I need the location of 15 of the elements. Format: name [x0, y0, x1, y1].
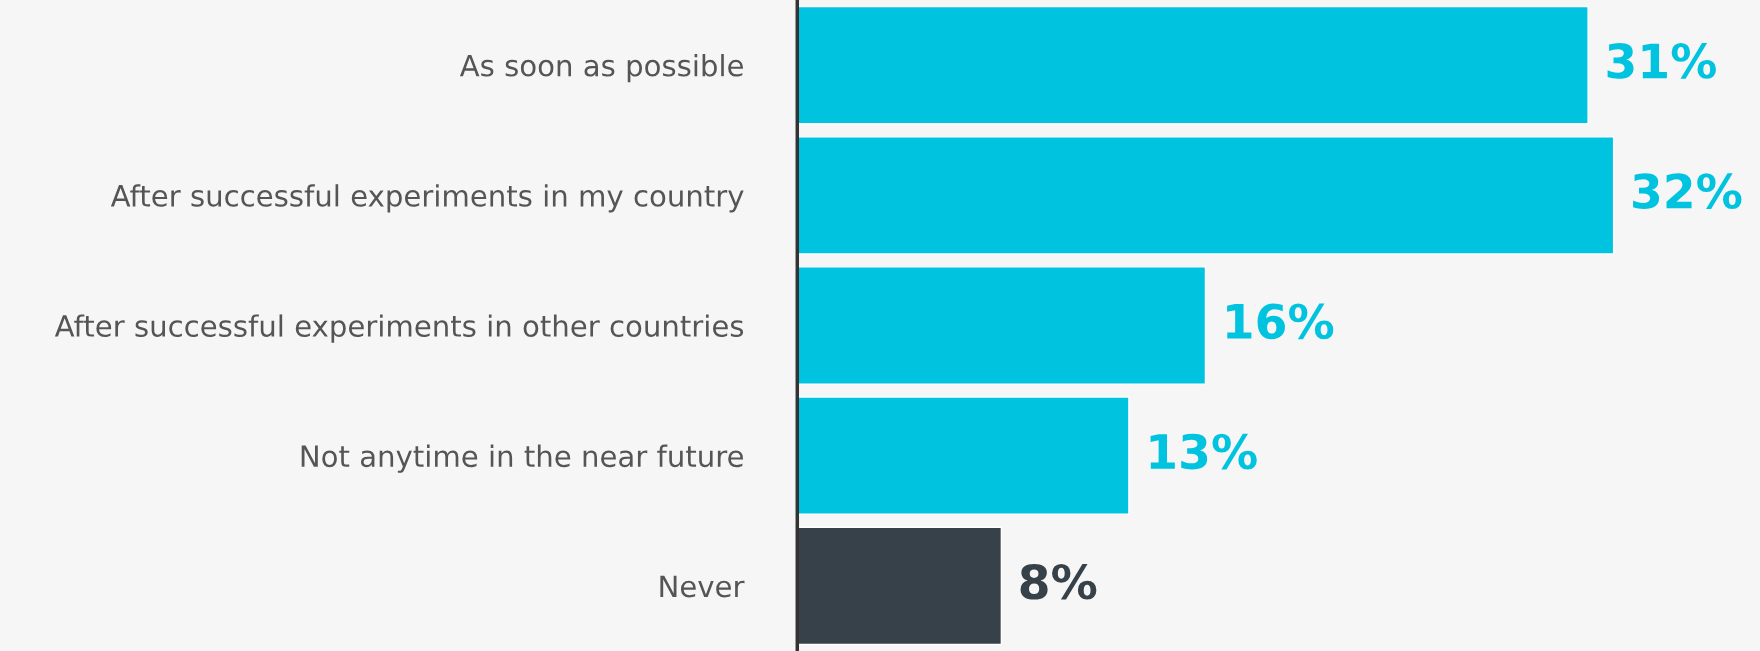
- bar: [797, 136, 1615, 255]
- data-label: 31%: [1607, 43, 1716, 79]
- y-tick-label: Not anytime in the near future: [301, 444, 743, 473]
- data-label: 8%: [1020, 563, 1097, 600]
- data-label: 13%: [1150, 433, 1257, 470]
- y-tick-label: After successful experiments in other countries: [54, 314, 744, 343]
- bar: [797, 5, 1589, 125]
- y-tick-label: As soon as possible: [459, 54, 743, 83]
- bar: [797, 526, 1003, 646]
- data-label: 16%: [1227, 303, 1334, 340]
- bar: [797, 396, 1130, 515]
- data-label: 32%: [1633, 173, 1742, 209]
- bar: [797, 266, 1207, 385]
- y-tick-label: After successful experiments in my country: [110, 184, 744, 213]
- y-tick-label: Never: [660, 575, 745, 598]
